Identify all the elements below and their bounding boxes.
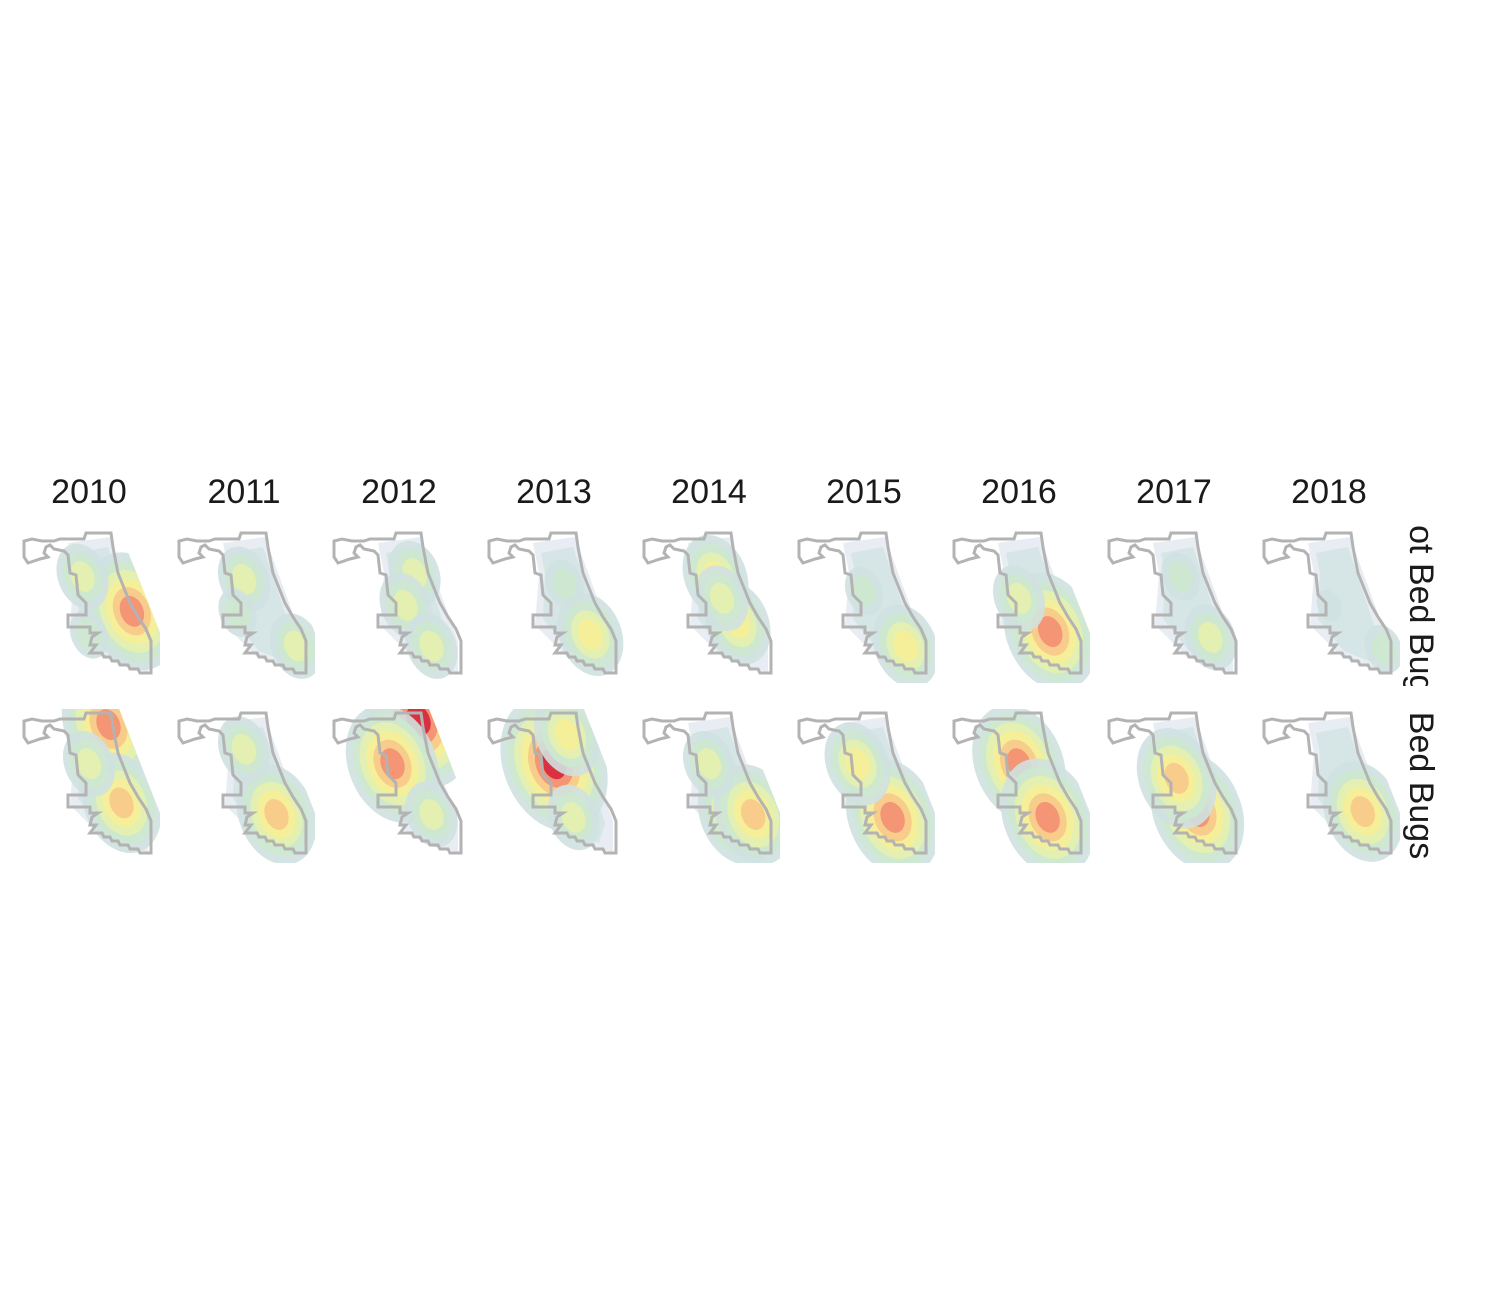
density-contour [76,748,102,780]
density-contour [231,563,257,595]
density-contour [109,787,134,819]
city-boundary-outline [797,531,928,675]
facet-row-label-clip: Not Bed Bugs [1402,501,1440,711]
map-panel [1107,711,1245,863]
density-layer [61,709,160,854]
facet-year-label: 2013 [516,473,592,511]
city-boundary-outline [1107,531,1238,675]
facet-year-label: 2015 [826,473,902,511]
density-contour [893,630,918,662]
map-panel [797,531,935,683]
density-contour [696,748,722,780]
density-layer [1308,717,1400,862]
map-panel [952,709,1090,863]
density-layer [1153,537,1237,673]
density-contour [1006,582,1032,614]
density-contour [419,630,444,662]
map-panel [642,711,780,863]
map-panel [487,709,618,855]
density-contour [740,799,766,830]
city-boundary-outline [22,711,153,855]
facet-row-label: Bed Bugs [1402,712,1440,859]
city-boundary-outline [487,711,618,855]
city-boundary-outline [332,531,463,675]
facet-year-label: 2017 [1136,473,1212,511]
map-panel [1262,531,1400,675]
density-contour [1037,616,1063,648]
density-contour [1350,796,1376,828]
city-boundary-outline [177,711,308,855]
density-contour [225,597,250,629]
map-panel [642,531,773,675]
year-labels: 2010 2011 2012 2013 2014 2015 2016 2017 2018 [51,473,1367,511]
density-contour [419,799,444,830]
density-layer [1308,537,1400,674]
city-boundary-outline [952,531,1083,675]
density-layer [682,534,771,673]
density-layer [345,709,470,853]
density-contour [554,719,580,751]
facet-year-label: 2014 [671,473,747,511]
density-contour [283,630,309,662]
facet-year-label: 2010 [51,473,127,511]
city-boundary-outline [487,531,618,675]
city-boundary-outline [1262,531,1393,675]
density-contour [552,568,577,600]
density-layer [500,709,613,853]
density-contour [393,590,418,621]
map-panel [22,709,160,855]
city-boundary-outline [952,711,1083,855]
map-panel [177,531,315,679]
density-contour [578,619,603,650]
facet-year-label: 2011 [207,473,280,511]
density-contour [231,733,257,765]
density-layer [992,537,1090,683]
density-layer [378,537,458,679]
density-contour [561,801,586,833]
facet-year-label: 2018 [1291,473,1367,511]
city-boundary-outline [22,531,153,675]
map-panel [1262,711,1400,862]
facet-row-label: Not Bed Bugs [1402,501,1440,711]
panel-grid [22,531,1400,863]
city-boundary-outline [642,531,773,675]
city-boundary-outline [1107,711,1238,855]
map-panel [797,711,935,863]
map-panel [332,709,470,855]
density-contour [264,799,289,830]
map-panel [177,711,315,863]
density-contour [880,801,905,833]
map-panel [332,531,463,679]
city-boundary-outline [1262,711,1393,855]
density-contour [1198,621,1223,653]
density-layer [843,537,935,683]
density-contour [1035,801,1060,833]
density-layer [1136,717,1245,863]
map-panel [952,531,1090,683]
density-layer [682,717,780,863]
facet-year-label: 2016 [981,473,1057,511]
map-panel [22,531,160,675]
city-boundary-outline [332,711,463,855]
density-contour [1168,561,1193,592]
density-contour [709,582,735,614]
map-panel [1107,531,1238,675]
map-panel [487,531,624,677]
facet-year-label: 2012 [361,473,437,511]
city-boundary-outline [642,711,773,855]
density-layer [824,717,935,863]
city-boundary-outline [177,531,308,675]
city-boundary-outline [797,711,928,855]
facet-row-label-clip: Bed Bugs [1402,712,1440,859]
